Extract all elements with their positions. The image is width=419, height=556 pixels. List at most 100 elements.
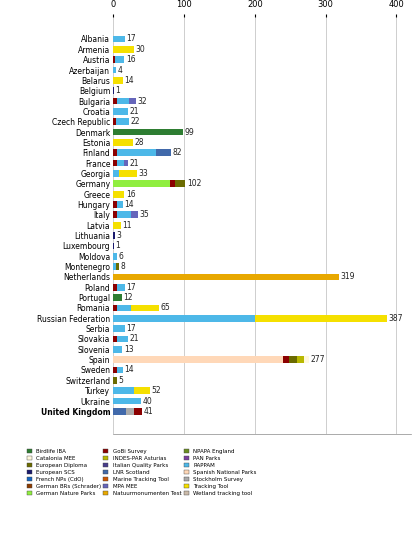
Text: 21: 21 — [129, 158, 139, 167]
Bar — [116, 160, 124, 166]
Bar — [113, 211, 116, 218]
Bar — [116, 284, 125, 291]
Bar — [116, 366, 123, 373]
Bar — [113, 67, 116, 73]
Bar — [113, 87, 114, 94]
Text: 52: 52 — [151, 386, 161, 395]
Text: 14: 14 — [124, 76, 134, 85]
Bar — [113, 56, 115, 63]
Bar — [113, 253, 117, 260]
Text: 33: 33 — [138, 169, 147, 178]
Text: 16: 16 — [126, 190, 135, 198]
Bar — [304, 356, 309, 363]
Bar — [113, 232, 115, 239]
Bar — [297, 356, 304, 363]
Text: 99: 99 — [185, 127, 194, 137]
Bar — [113, 315, 255, 321]
Bar — [113, 398, 142, 404]
Bar — [113, 325, 125, 332]
Bar — [113, 408, 126, 415]
Text: 1: 1 — [115, 241, 120, 250]
Bar — [113, 170, 119, 177]
Text: 22: 22 — [130, 117, 140, 126]
Bar — [113, 388, 134, 394]
Text: 102: 102 — [187, 179, 201, 188]
Bar — [113, 46, 134, 53]
Bar — [255, 315, 387, 321]
Bar — [113, 377, 116, 384]
Bar — [283, 356, 289, 363]
Text: 28: 28 — [134, 138, 144, 147]
Bar — [113, 108, 128, 115]
Bar — [113, 356, 283, 363]
Bar — [113, 222, 121, 229]
Bar — [113, 118, 116, 125]
Bar — [124, 160, 128, 166]
Bar — [113, 294, 122, 301]
Bar — [116, 336, 128, 342]
Text: 3: 3 — [116, 231, 122, 240]
Text: 6: 6 — [119, 252, 124, 261]
Text: 21: 21 — [129, 107, 139, 116]
Bar — [131, 211, 138, 218]
Text: 17: 17 — [127, 283, 136, 292]
Bar — [176, 181, 185, 187]
Bar — [113, 160, 116, 166]
Bar — [113, 305, 116, 311]
Text: 1: 1 — [115, 86, 120, 95]
Bar — [116, 201, 123, 208]
Bar — [113, 36, 125, 42]
Text: 14: 14 — [124, 200, 134, 209]
Text: 387: 387 — [389, 314, 403, 323]
Text: 12: 12 — [123, 293, 132, 302]
Legend: Birdlife IBA, Catalonia MEE, European Diploma, European SCS, French NPs (CdO), G: Birdlife IBA, Catalonia MEE, European Di… — [27, 449, 256, 496]
Bar — [134, 388, 150, 394]
Bar — [113, 201, 116, 208]
Bar — [113, 139, 133, 146]
Bar — [131, 305, 159, 311]
Bar — [113, 284, 116, 291]
Bar — [126, 408, 134, 415]
Text: 32: 32 — [137, 97, 147, 106]
Text: 21: 21 — [129, 335, 139, 344]
Bar — [113, 98, 117, 105]
Bar — [113, 336, 116, 342]
Bar — [113, 191, 124, 197]
Bar — [116, 118, 129, 125]
Bar — [113, 181, 170, 187]
Bar — [113, 366, 116, 373]
Bar — [116, 150, 155, 156]
Bar — [117, 98, 129, 105]
Text: 8: 8 — [120, 262, 125, 271]
Bar — [155, 150, 171, 156]
Bar — [129, 98, 136, 105]
Bar — [119, 170, 137, 177]
Text: 14: 14 — [124, 365, 134, 375]
Bar — [113, 274, 339, 280]
Bar — [134, 408, 142, 415]
Text: 11: 11 — [122, 221, 132, 230]
Bar — [289, 356, 297, 363]
Text: 4: 4 — [117, 66, 122, 75]
Text: 319: 319 — [341, 272, 355, 281]
Bar — [113, 263, 116, 270]
Text: 65: 65 — [160, 304, 171, 312]
Bar — [113, 77, 123, 84]
Text: 277: 277 — [311, 355, 325, 364]
Bar — [113, 242, 114, 249]
Text: 41: 41 — [144, 407, 153, 416]
Bar — [116, 305, 131, 311]
Text: 17: 17 — [127, 324, 136, 333]
Text: 17: 17 — [127, 34, 136, 43]
Text: 13: 13 — [124, 345, 133, 354]
Bar — [116, 263, 119, 270]
Bar — [113, 150, 116, 156]
Text: 40: 40 — [143, 396, 153, 405]
Bar — [170, 181, 176, 187]
Bar — [116, 211, 131, 218]
Bar — [113, 129, 183, 136]
Text: 35: 35 — [140, 210, 149, 219]
Text: 30: 30 — [136, 45, 145, 54]
Bar — [113, 346, 122, 353]
Text: 5: 5 — [118, 376, 123, 385]
